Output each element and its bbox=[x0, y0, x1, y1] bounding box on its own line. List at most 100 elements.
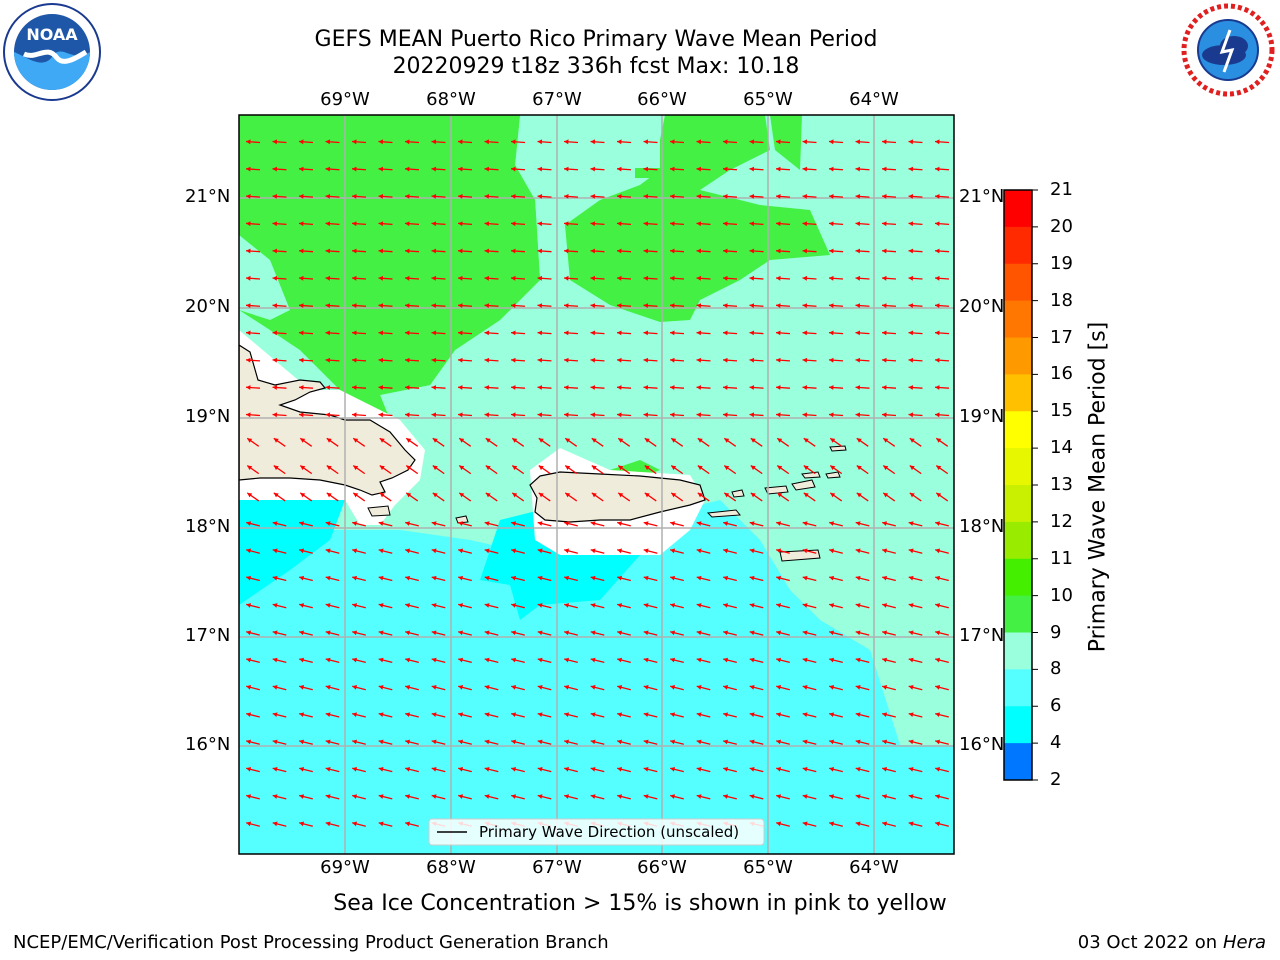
wave-arrow-head bbox=[352, 575, 358, 581]
footer-date-text: 03 Oct 2022 on bbox=[1077, 932, 1223, 953]
wave-arrow-head bbox=[696, 739, 702, 745]
wave-arrow-head bbox=[776, 412, 781, 418]
wave-arrow-head bbox=[670, 330, 675, 336]
wave-arrow-head bbox=[484, 739, 490, 745]
wave-arrow-head bbox=[643, 385, 649, 390]
wave-arrow-head bbox=[883, 438, 889, 443]
wave-arrow-head bbox=[352, 275, 357, 281]
wave-arrow-head bbox=[696, 194, 702, 199]
wave-arrow-head bbox=[537, 303, 543, 309]
wave-arrow-head bbox=[564, 548, 570, 554]
wave-arrow-head bbox=[537, 575, 543, 581]
wave-arrow-head bbox=[378, 766, 384, 772]
wave-arrow-head bbox=[511, 739, 517, 745]
wave-arrow-head bbox=[829, 794, 835, 799]
wave-arrow-head bbox=[749, 794, 755, 799]
wave-arrow-head bbox=[643, 575, 649, 581]
wave-arrow-head bbox=[247, 465, 253, 471]
wave-arrow-head bbox=[272, 685, 278, 690]
wave-arrow-head bbox=[855, 385, 861, 390]
wave-arrow-head bbox=[325, 385, 331, 390]
wave-arrow-head bbox=[246, 194, 251, 199]
wave-period-field bbox=[239, 115, 954, 854]
region-period-6-8 bbox=[480, 510, 640, 620]
wave-arrow-head bbox=[696, 712, 702, 717]
wave-arrow-head bbox=[458, 275, 463, 281]
wave-arrow-head bbox=[405, 685, 411, 690]
wave-arrow-head bbox=[272, 303, 278, 309]
wave-arrow-head bbox=[299, 248, 304, 254]
wave-arrow-head bbox=[537, 357, 543, 363]
wave-arrow-head bbox=[272, 712, 278, 717]
wave-arrow-head bbox=[538, 438, 544, 443]
wave-arrow-head bbox=[590, 275, 596, 281]
wave-arrow-head bbox=[671, 492, 677, 498]
wave-arrow-head bbox=[590, 139, 596, 145]
wave-arrow-head bbox=[484, 275, 490, 281]
colorbar-tick-label: 13 bbox=[1050, 474, 1073, 495]
colorbar-segment bbox=[1004, 558, 1032, 597]
wave-arrow-head bbox=[749, 330, 755, 336]
wave-arrow-head bbox=[908, 521, 914, 526]
wave-arrow-head bbox=[272, 221, 278, 227]
wave-arrow-head bbox=[802, 521, 808, 526]
wave-arrow-head bbox=[908, 575, 914, 581]
wave-arrow-head bbox=[643, 357, 649, 363]
wave-arrow-head bbox=[405, 221, 410, 227]
wave-arrow-head bbox=[538, 492, 544, 498]
wave-arrow-head bbox=[882, 603, 888, 608]
footer-host: Hera bbox=[1222, 932, 1266, 953]
nws-logo bbox=[1181, 3, 1275, 97]
wave-arrow-head bbox=[749, 412, 755, 418]
wave-arrow-head bbox=[723, 794, 729, 799]
wave-arrow-head bbox=[776, 194, 781, 199]
wave-arrow-head bbox=[802, 166, 808, 172]
wave-arrow-head bbox=[776, 630, 782, 636]
wave-arrow-head bbox=[458, 139, 463, 145]
wave-arrow-head bbox=[406, 465, 412, 471]
wave-arrow-head bbox=[590, 630, 596, 636]
wave-arrow-head bbox=[697, 492, 703, 498]
map-frame bbox=[238, 114, 955, 855]
wave-arrow-head bbox=[590, 412, 596, 418]
wave-arrow-head bbox=[830, 492, 836, 498]
wave-arrow-head bbox=[590, 548, 596, 554]
wave-arrow-head bbox=[378, 412, 384, 418]
wave-arrow-head bbox=[299, 712, 305, 717]
wave-arrow-head bbox=[855, 221, 861, 227]
wave-arrow-head bbox=[723, 139, 728, 145]
wave-arrow-head bbox=[537, 657, 543, 663]
wave-arrow-head bbox=[352, 603, 358, 608]
wave-arrow-head bbox=[458, 248, 463, 254]
wave-arrow-head bbox=[352, 385, 357, 390]
wave-arrow-head bbox=[511, 657, 517, 663]
wave-arrow-head bbox=[670, 275, 675, 281]
wave-arrow-head bbox=[643, 248, 649, 254]
wave-arrow-head bbox=[670, 385, 675, 390]
colorbar-tick-label: 21 bbox=[1050, 179, 1073, 200]
wave-arrow-head bbox=[617, 412, 622, 418]
wave-arrow-head bbox=[431, 139, 437, 145]
wave-arrow-head bbox=[802, 548, 808, 554]
wave-arrow-head bbox=[935, 685, 941, 690]
wave-arrow-head bbox=[749, 739, 755, 745]
wave-arrow-head bbox=[617, 630, 623, 636]
wave-arrow-head bbox=[749, 630, 755, 636]
wave-arrow-head bbox=[696, 221, 702, 227]
wave-arrow-head bbox=[537, 548, 543, 554]
wave-arrow-head bbox=[882, 657, 888, 663]
wave-arrow-head bbox=[696, 603, 702, 608]
wave-arrow-head bbox=[378, 248, 384, 254]
wave-arrow-head bbox=[723, 303, 728, 309]
wave-arrow-head bbox=[299, 385, 304, 390]
wave-arrow-head bbox=[750, 492, 756, 498]
wave-arrow-head bbox=[643, 521, 649, 526]
wave-arrow-head bbox=[299, 630, 305, 636]
region-period-10-11 bbox=[239, 115, 540, 420]
wave-arrow-head bbox=[670, 521, 676, 526]
wave-arrow-head bbox=[484, 521, 490, 526]
wave-arrow-head bbox=[643, 166, 649, 172]
wave-arrow-head bbox=[855, 685, 861, 690]
wave-arrow-head bbox=[697, 465, 703, 471]
